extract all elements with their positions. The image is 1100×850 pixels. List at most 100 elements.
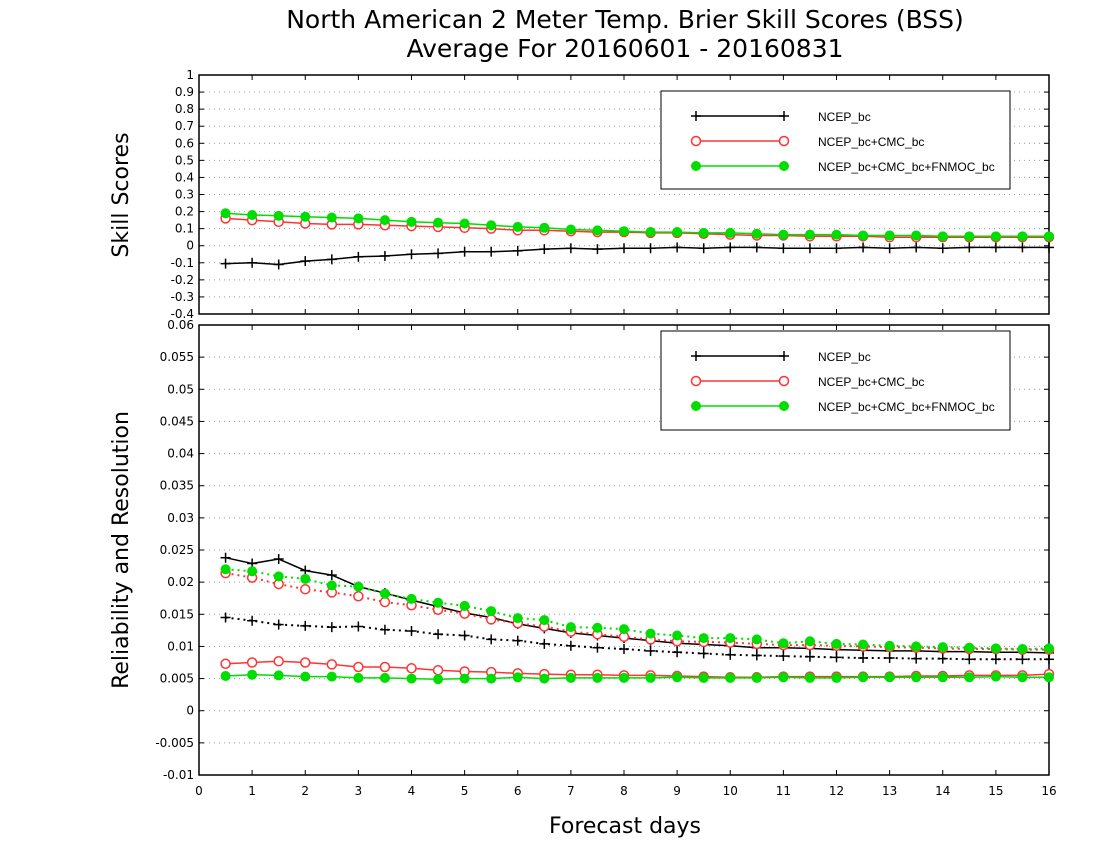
data-point: [1017, 672, 1028, 683]
data-point: [619, 624, 629, 635]
series-markers: [220, 242, 1054, 270]
data-point: [990, 671, 1001, 682]
data-point: [273, 670, 284, 681]
x-tick-label: 3: [355, 784, 363, 798]
y-tick-label: 0.9: [175, 85, 194, 99]
data-point: [300, 256, 311, 267]
skill-scores-panel: 1 0.9 0.8 0.7 0.6 0.5 0.4 0.3 0.2 0.1 0 -0.1 -0.2 -0.…: [109, 68, 1055, 321]
data-point: [459, 673, 470, 684]
data-point: [565, 243, 576, 254]
data-point: [353, 591, 364, 602]
y-tick-label: 0.005: [160, 672, 194, 686]
series-line: [225, 660, 1050, 679]
data-point: [804, 243, 815, 254]
data-point: [326, 659, 338, 670]
x-tick-label: 1: [248, 784, 256, 798]
data-point: [884, 243, 895, 254]
data-point: [220, 671, 231, 681]
x-tick-label: 9: [673, 784, 681, 798]
data-point: [406, 249, 417, 260]
data-point: [778, 375, 790, 387]
data-point: [432, 664, 444, 676]
y-tick-label: 0.01: [167, 639, 194, 653]
data-point: [300, 573, 311, 584]
y-tick-label: 1: [186, 68, 194, 82]
data-point: [831, 672, 842, 683]
series-markers: [220, 612, 1054, 665]
data-point: [964, 231, 975, 242]
data-point: [353, 621, 364, 632]
data-point: [1044, 643, 1054, 654]
data-point: [779, 401, 789, 411]
x-tick-label: 16: [1041, 784, 1056, 798]
data-point: [565, 672, 576, 683]
y-tick-label: -0.005: [155, 736, 194, 750]
x-tick-label: 0: [195, 784, 203, 798]
data-point: [1044, 672, 1054, 683]
data-point: [698, 672, 709, 683]
y-tick-label: 0.6: [175, 136, 194, 150]
data-point: [990, 231, 1001, 242]
legend-box: [660, 90, 1011, 190]
series-line: [225, 616, 1049, 661]
data-point: [672, 672, 683, 683]
data-point: [273, 655, 284, 667]
data-point: [884, 230, 895, 241]
data-point: [379, 661, 391, 673]
data-point: [858, 639, 869, 650]
data-point: [486, 220, 497, 231]
data-point: [353, 213, 364, 224]
data-point: [406, 626, 417, 636]
data-point: [326, 622, 337, 633]
data-point: [690, 135, 702, 147]
y-tick-label: -0.3: [171, 290, 194, 304]
data-point: [884, 640, 895, 651]
data-point: [485, 614, 497, 625]
x-tick-label: 15: [988, 784, 1003, 798]
data-point: [486, 246, 497, 257]
data-point: [619, 672, 629, 683]
data-point: [539, 638, 550, 649]
data-point: [486, 673, 497, 684]
data-point: [691, 111, 701, 121]
data-point: [937, 642, 948, 653]
data-point: [220, 612, 231, 623]
data-point: [539, 673, 550, 684]
data-point: [592, 622, 603, 633]
data-point: [964, 654, 975, 665]
series-line: [225, 217, 1049, 238]
data-point: [406, 673, 417, 684]
data-point: [512, 245, 523, 256]
y-tick-label: 0.045: [160, 414, 194, 428]
data-point: [698, 243, 709, 254]
data-point: [326, 212, 337, 223]
data-point: [220, 564, 231, 575]
data-point: [751, 650, 762, 661]
x-tick-label: 11: [776, 784, 791, 798]
data-point: [247, 566, 258, 577]
y-axis-label: Reliability and Resolution: [109, 411, 134, 689]
data-point: [486, 606, 497, 617]
data-point: [565, 640, 576, 651]
data-point: [300, 671, 311, 682]
data-point: [459, 246, 470, 257]
series-line: [225, 246, 1049, 266]
data-point: [273, 259, 284, 270]
legend-label: NCEP_bc+CMC_bc+FNMOC_bc: [818, 160, 995, 174]
data-point: [247, 615, 258, 626]
series-line: [225, 568, 1050, 651]
data-point: [911, 653, 922, 664]
data-point: [619, 226, 629, 237]
data-point: [539, 222, 550, 233]
legend-item: NCEP_bc+CMC_bc+FNMOC_bc: [691, 160, 995, 174]
data-point: [379, 588, 390, 599]
data-point: [379, 672, 390, 683]
data-point: [884, 672, 895, 683]
data-point: [990, 242, 1001, 253]
y-tick-label: 0: [186, 239, 194, 253]
data-point: [691, 161, 701, 171]
data-point: [406, 663, 417, 674]
data-point: [619, 644, 629, 654]
series-markers: [220, 208, 1054, 242]
reliability-resolution-panel: 0.060.0550.050.0450.040.0350.030.0250.02…: [109, 318, 1057, 798]
